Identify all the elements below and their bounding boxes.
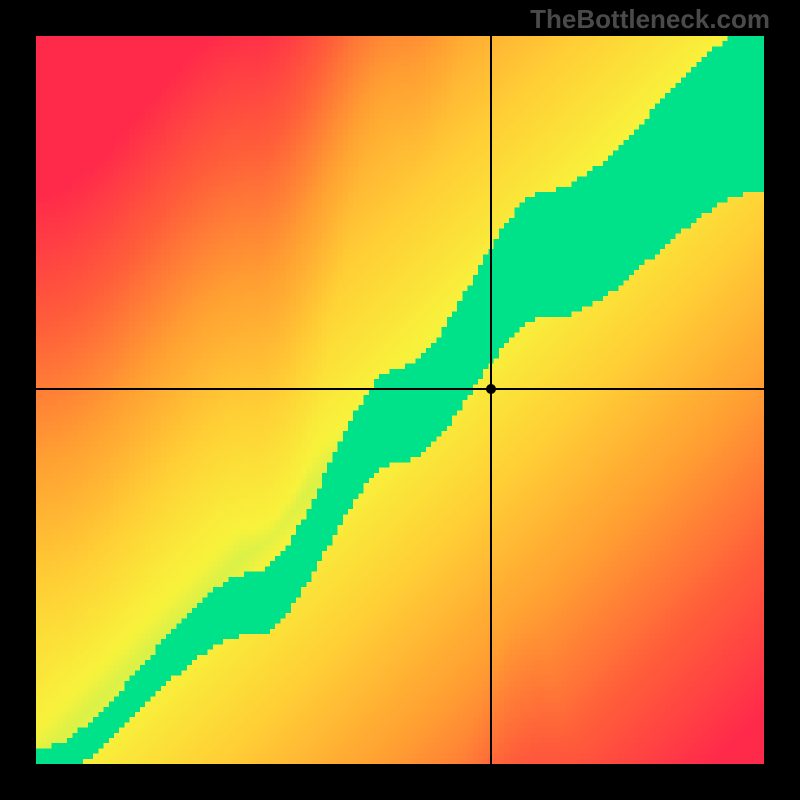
bottleneck-heatmap [36,36,764,764]
crosshair-vertical-line [490,36,492,764]
selection-marker-dot [486,384,496,394]
watermark-text: TheBottleneck.com [530,4,770,35]
crosshair-horizontal-line [36,388,764,390]
